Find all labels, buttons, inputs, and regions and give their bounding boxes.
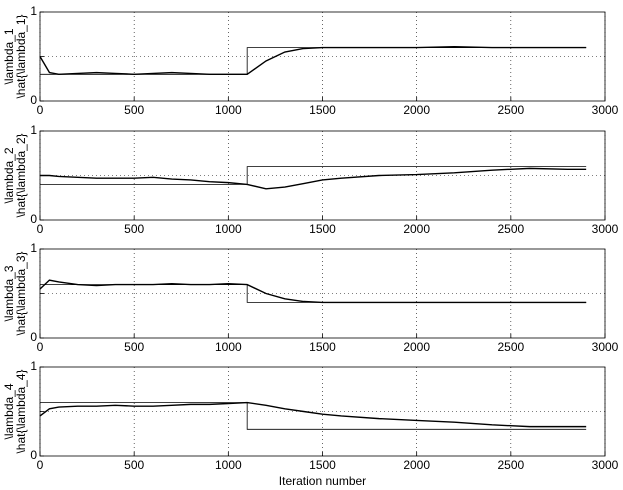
x-tick-label: 2500 — [497, 458, 524, 472]
x-tick-label: 0 — [37, 103, 44, 117]
x-tick-label: 2500 — [497, 103, 524, 117]
x-tick-label: 2000 — [403, 458, 430, 472]
x-tick-label: 2500 — [497, 340, 524, 354]
x-tick-label: 1000 — [215, 340, 242, 354]
series-line — [40, 167, 587, 190]
x-tick-label: 3000 — [592, 103, 619, 117]
y-tick-label: 1 — [30, 123, 37, 137]
series-line — [39, 279, 587, 304]
y-axis-label: \hat{\lambda_1} — [14, 14, 28, 98]
x-tick-label: 3000 — [592, 458, 619, 472]
x-tick-label: 0 — [37, 222, 44, 236]
subplot: 0 500 1000 1500 2000 2500 3000 0 1 \lambda_2\hat{… — [2, 123, 618, 236]
y-tick-label: 1 — [30, 359, 37, 373]
x-tick-label: 1500 — [309, 103, 336, 117]
x-tick-label: 1500 — [309, 222, 336, 236]
y-tick-label: 1 — [30, 241, 37, 255]
y-axis-label: \hat{\lambda_2} — [14, 133, 28, 217]
x-axis-label: Iteration number — [279, 474, 366, 488]
y-tick-label: 1 — [30, 4, 37, 18]
y-axis-label: \lambda_1 — [2, 28, 16, 84]
x-tick-label: 500 — [124, 222, 144, 236]
x-tick-label: 2000 — [403, 103, 430, 117]
x-tick-label: 3000 — [592, 340, 619, 354]
series-line — [40, 402, 587, 430]
x-tick-label: 500 — [124, 340, 144, 354]
x-tick-label: 2000 — [403, 340, 430, 354]
y-axis-label: \lambda_2 — [2, 147, 16, 203]
x-tick-label: 0 — [37, 458, 44, 472]
x-tick-label: 0 — [37, 340, 44, 354]
subplot: 0 500 1000 1500 2000 2500 3000 0 1 \lambda_1\hat{… — [2, 4, 618, 117]
y-tick-label: 0 — [30, 448, 37, 462]
x-tick-label: 2000 — [403, 222, 430, 236]
y-tick-label: 0 — [30, 330, 37, 344]
y-axis-label: \lambda_4 — [2, 383, 16, 439]
subplot: 0 500 1000 1500 2000 2500 3000 0 1 \lambda_3\hat{… — [2, 241, 618, 354]
y-tick-label: 0 — [30, 93, 37, 107]
y-axis-label: \hat{\lambda_4} — [14, 369, 28, 453]
axes-frame — [39, 366, 606, 457]
x-tick-label: 500 — [124, 458, 144, 472]
subplot: 0 500 1000 1500 2000 2500 3000 0 1 \lambda_4\hat{… — [2, 359, 618, 488]
axes-frame — [39, 248, 606, 339]
series-line — [39, 46, 587, 76]
x-tick-label: 1500 — [309, 340, 336, 354]
x-tick-label: 3000 — [592, 222, 619, 236]
x-tick-label: 1000 — [215, 103, 242, 117]
x-tick-label: 2500 — [497, 222, 524, 236]
y-axis-label: \lambda_3 — [2, 265, 16, 321]
x-tick-label: 1500 — [309, 458, 336, 472]
series-line — [40, 166, 587, 185]
x-tick-label: 1000 — [215, 222, 242, 236]
series-line — [40, 47, 587, 75]
y-tick-label: 0 — [30, 212, 37, 226]
series-line — [39, 401, 587, 428]
y-axis-label: \hat{\lambda_3} — [14, 251, 28, 335]
x-tick-label: 500 — [124, 103, 144, 117]
x-tick-label: 1000 — [215, 458, 242, 472]
